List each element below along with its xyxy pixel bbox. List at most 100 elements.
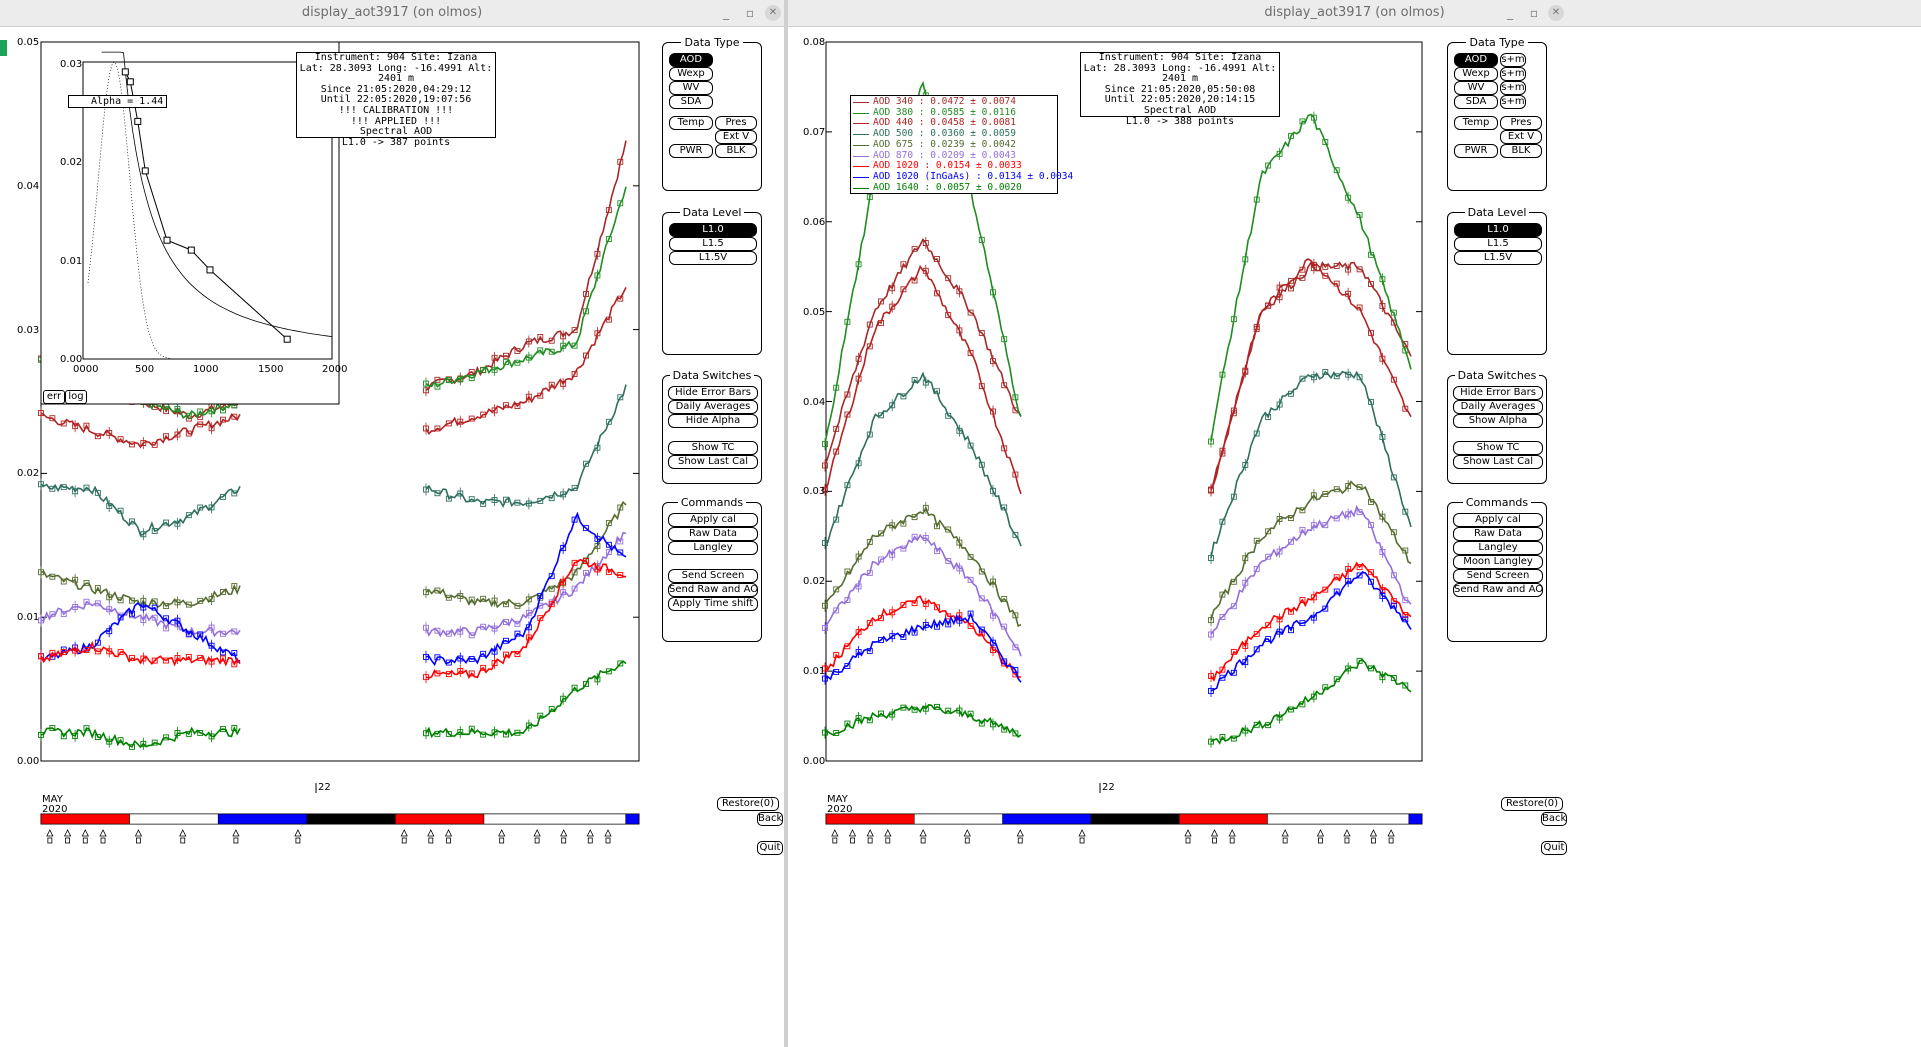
hide-alpha-button[interactable]: Hide Alpha	[668, 414, 758, 428]
data-point	[571, 485, 578, 492]
langley-button[interactable]: Langley	[1453, 541, 1543, 555]
wv-sm-button[interactable]: s+m	[1500, 81, 1526, 95]
data-point	[571, 516, 578, 523]
apply-cal-button[interactable]: Apply cal	[668, 513, 758, 527]
log-toggle-button[interactable]: log	[65, 390, 87, 404]
date-marker: 22	[318, 782, 331, 793]
ext-v-button[interactable]: Ext V	[1500, 130, 1542, 144]
level-l15-button[interactable]: L1.5	[1454, 237, 1542, 251]
apply-cal-button[interactable]: Apply cal	[1453, 513, 1543, 527]
show-last-cal-button[interactable]: Show Last Cal	[668, 455, 758, 469]
pres-button[interactable]: Pres	[715, 116, 757, 130]
sda-button[interactable]: SDA	[669, 95, 713, 109]
restore-button[interactable]: Restore(0)	[1501, 797, 1563, 811]
hide-error-bars-button[interactable]: Hide Error Bars	[1453, 386, 1543, 400]
restore-window-button[interactable]: ▫	[1529, 6, 1539, 20]
aod-button[interactable]: AOD	[669, 53, 713, 67]
data-point	[548, 495, 555, 502]
data-point	[1230, 735, 1237, 742]
inset-point	[206, 266, 214, 274]
moon-langley-button[interactable]: Moon Langley	[1453, 555, 1543, 569]
wexp-sm-button[interactable]: s+m	[1500, 67, 1526, 81]
event-marker	[498, 829, 506, 837]
data-point	[1322, 139, 1329, 145]
data-point	[1001, 726, 1008, 733]
data-point	[1322, 684, 1329, 691]
show-tc-button[interactable]: Show TC	[1453, 441, 1543, 455]
data-point	[219, 655, 226, 662]
data-point	[1333, 515, 1340, 522]
data-point	[571, 559, 578, 566]
data-point	[231, 725, 238, 732]
langley-button[interactable]: Langley	[668, 541, 758, 555]
send-raw-and-aod-button[interactable]: Send Raw and AOD	[668, 583, 758, 597]
hide-error-bars-button[interactable]: Hide Error Bars	[668, 386, 758, 400]
minimize-button[interactable]: _	[1507, 6, 1513, 20]
temp-button[interactable]: Temp	[669, 116, 713, 130]
send-screen-button[interactable]: Send Screen	[1453, 569, 1543, 583]
close-button[interactable]: ✕	[765, 5, 781, 21]
close-button[interactable]: ✕	[1548, 5, 1564, 21]
minimize-button[interactable]: _	[723, 6, 729, 20]
data-point	[480, 411, 487, 418]
temp-button[interactable]: Temp	[1454, 116, 1498, 130]
raw-data-button[interactable]: Raw Data	[668, 527, 758, 541]
blk-button[interactable]: BLK	[1500, 144, 1542, 158]
info-line: Until 22:05:2020,19:07:56	[320, 94, 472, 106]
send-raw-and-aod-button[interactable]: Send Raw and AOD	[1453, 583, 1543, 597]
pres-button[interactable]: Pres	[1500, 116, 1542, 130]
ext-v-button[interactable]: Ext V	[715, 130, 757, 144]
level-l10-button[interactable]: L1.0	[669, 223, 757, 237]
panel-title: Commands	[677, 496, 747, 509]
err-toggle-button[interactable]: err	[43, 390, 65, 404]
level-l10-button[interactable]: L1.0	[1454, 223, 1542, 237]
send-screen-button[interactable]: Send Screen	[668, 569, 758, 583]
pwr-button[interactable]: PWR	[1454, 144, 1498, 158]
wv-button[interactable]: WV	[669, 81, 713, 95]
data-point	[1333, 280, 1340, 287]
back-button[interactable]: Back	[1541, 812, 1567, 826]
data-point	[1356, 374, 1363, 381]
level-l15v-button[interactable]: L1.5V	[669, 251, 757, 265]
y-tick-label: 0.00	[17, 756, 40, 767]
raw-data-button[interactable]: Raw Data	[1453, 527, 1543, 541]
quit-button[interactable]: Quit	[757, 841, 783, 855]
level-l15-button[interactable]: L1.5	[669, 237, 757, 251]
wexp-button[interactable]: Wexp	[1454, 67, 1498, 81]
back-button[interactable]: Back	[757, 812, 783, 826]
data-point	[514, 499, 521, 506]
data-point	[60, 733, 67, 740]
apply-time-shift-button[interactable]: Apply Time shift	[668, 597, 758, 611]
data-point	[978, 568, 985, 575]
aod-sm-button[interactable]: s+m	[1500, 53, 1526, 67]
pwr-button[interactable]: PWR	[669, 144, 713, 158]
restore-window-button[interactable]: ▫	[745, 6, 755, 20]
series-line	[425, 287, 627, 435]
inset-x-tick: 500	[135, 364, 155, 375]
data-point	[60, 484, 67, 491]
data-point	[967, 610, 974, 617]
sda-button[interactable]: SDA	[1454, 95, 1498, 109]
wexp-button[interactable]: Wexp	[669, 67, 713, 81]
data-point	[878, 530, 884, 537]
show-alpha-button[interactable]: Show Alpha	[1453, 414, 1543, 428]
blk-button[interactable]: BLK	[715, 144, 757, 158]
data-point	[605, 520, 612, 526]
event-marker	[446, 837, 451, 844]
data-point	[617, 538, 624, 545]
show-tc-button[interactable]: Show TC	[668, 441, 758, 455]
quit-button[interactable]: Quit	[1541, 841, 1567, 855]
data-point	[978, 626, 985, 633]
main-plot	[822, 41, 1423, 844]
data-point	[94, 639, 101, 646]
aod-button[interactable]: AOD	[1454, 53, 1498, 67]
restore-button[interactable]: Restore(0)	[717, 797, 779, 811]
show-last-cal-button[interactable]: Show Last Cal	[1453, 455, 1543, 469]
daily-averages-button[interactable]: Daily Averages	[1453, 400, 1543, 414]
daily-averages-button[interactable]: Daily Averages	[668, 400, 758, 414]
sda-sm-button[interactable]: s+m	[1500, 95, 1526, 109]
data-point	[583, 308, 589, 315]
wv-button[interactable]: WV	[1454, 81, 1498, 95]
data-point	[1288, 538, 1294, 545]
level-l15v-button[interactable]: L1.5V	[1454, 251, 1542, 265]
